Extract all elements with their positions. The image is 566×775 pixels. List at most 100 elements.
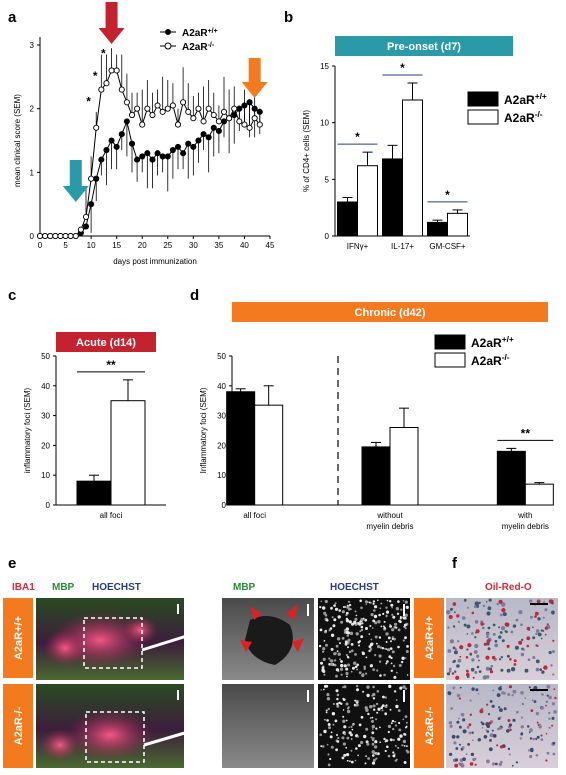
a-point-0 [164,153,171,160]
texture-dot [383,626,386,630]
texture-dot [356,701,359,704]
texture-dot [371,716,374,719]
texture-dot [471,687,475,691]
side-label-ko-f [414,684,444,768]
texture-dot [361,622,364,625]
texture-dot [529,754,533,759]
texture-dot [375,702,379,706]
texture-dot [370,638,373,641]
a-point-0 [134,156,141,163]
texture-dot [500,760,503,764]
texture-dot [526,636,531,641]
texture-dot [323,729,327,734]
texture-dot [485,729,488,732]
texture-dot [367,712,370,716]
texture-dot [402,639,405,642]
texture-dot [346,655,349,659]
texture-dot [452,625,456,628]
a-xlabel: days post immunization [113,257,197,266]
texture-dot [368,649,371,653]
texture-dot [321,668,325,673]
chart-d-bar-wt [226,391,256,506]
texture-dot [336,702,339,706]
iba1-cluster-wt-3 [122,616,158,644]
texture-dot [506,644,510,648]
texture-dot [453,650,458,655]
texture-dot [360,628,364,632]
a-point-1 [180,99,187,106]
texture-dot [393,690,397,693]
texture-dot [544,633,547,636]
texture-dot [473,605,477,608]
a-arrow-red-shaft [105,2,118,28]
texture-dot [326,693,330,697]
texture-dot [454,670,457,673]
texture-dot [378,613,381,617]
texture-dot [513,663,517,666]
texture-dot [448,670,452,673]
texture-dot [536,721,539,724]
iba1-cluster-ko [66,709,154,761]
texture-dot [477,692,480,695]
texture-dot [396,612,400,615]
texture-dot [489,670,494,674]
texture-dot [508,723,512,727]
texture-dot [387,648,391,652]
panel-label-e: e [8,555,16,572]
a-point-1 [72,232,79,240]
chart-d-bar-wt [361,446,391,506]
a-point-1 [88,175,95,182]
texture-dot [370,613,374,617]
texture-dot [451,672,455,675]
panel-label-f: f [452,555,458,572]
texture-dot [486,632,490,636]
chart-d-ytick-label: 20 [217,441,226,450]
texture-dot [345,653,348,657]
texture-dot [499,613,503,617]
texture-dot [552,639,555,642]
chart-b-bar-wt [382,158,403,237]
texture-dot [357,744,361,748]
texture-dot [342,709,345,711]
texture-dot [378,636,382,639]
texture-dot [353,620,357,625]
texture-dot [339,658,342,661]
texture-dot [318,644,322,648]
texture-dot [403,761,407,764]
a-significance-star: * [86,94,91,108]
texture-dot [486,759,490,764]
texture-dot [499,745,504,749]
label-hoechst-zoom: HOECHST [330,582,379,593]
chart-c-banner-text: Acute (d14) [76,337,136,349]
a-point-1 [93,124,100,131]
texture-dot [361,673,365,678]
texture-dot [460,712,465,717]
texture-dot [537,617,541,621]
texture-dot [492,762,495,766]
texture-dot [389,625,392,628]
a-point-1 [67,232,74,240]
texture-dot [372,754,375,757]
texture-dot [504,630,507,633]
texture-dot [545,704,547,707]
texture-dot [405,605,409,610]
texture-dot [387,754,391,758]
texture-dot [380,706,384,709]
a-point-1 [190,115,197,122]
texture-dot [385,606,388,609]
texture-dot [481,727,484,729]
texture-dot [344,642,348,646]
texture-dot [474,643,479,649]
texture-dot [393,637,396,641]
texture-dot [376,669,379,672]
texture-dot [405,721,408,724]
a-point-0 [139,153,146,160]
texture-dot [351,649,354,653]
texture-dot [355,703,359,707]
texture-dot [526,644,530,648]
texture-dot [504,622,509,627]
a-point-1 [226,115,233,122]
chart-b-category-label: IL-17+ [391,242,414,251]
texture-dot [344,640,348,644]
texture-dot [554,696,557,700]
